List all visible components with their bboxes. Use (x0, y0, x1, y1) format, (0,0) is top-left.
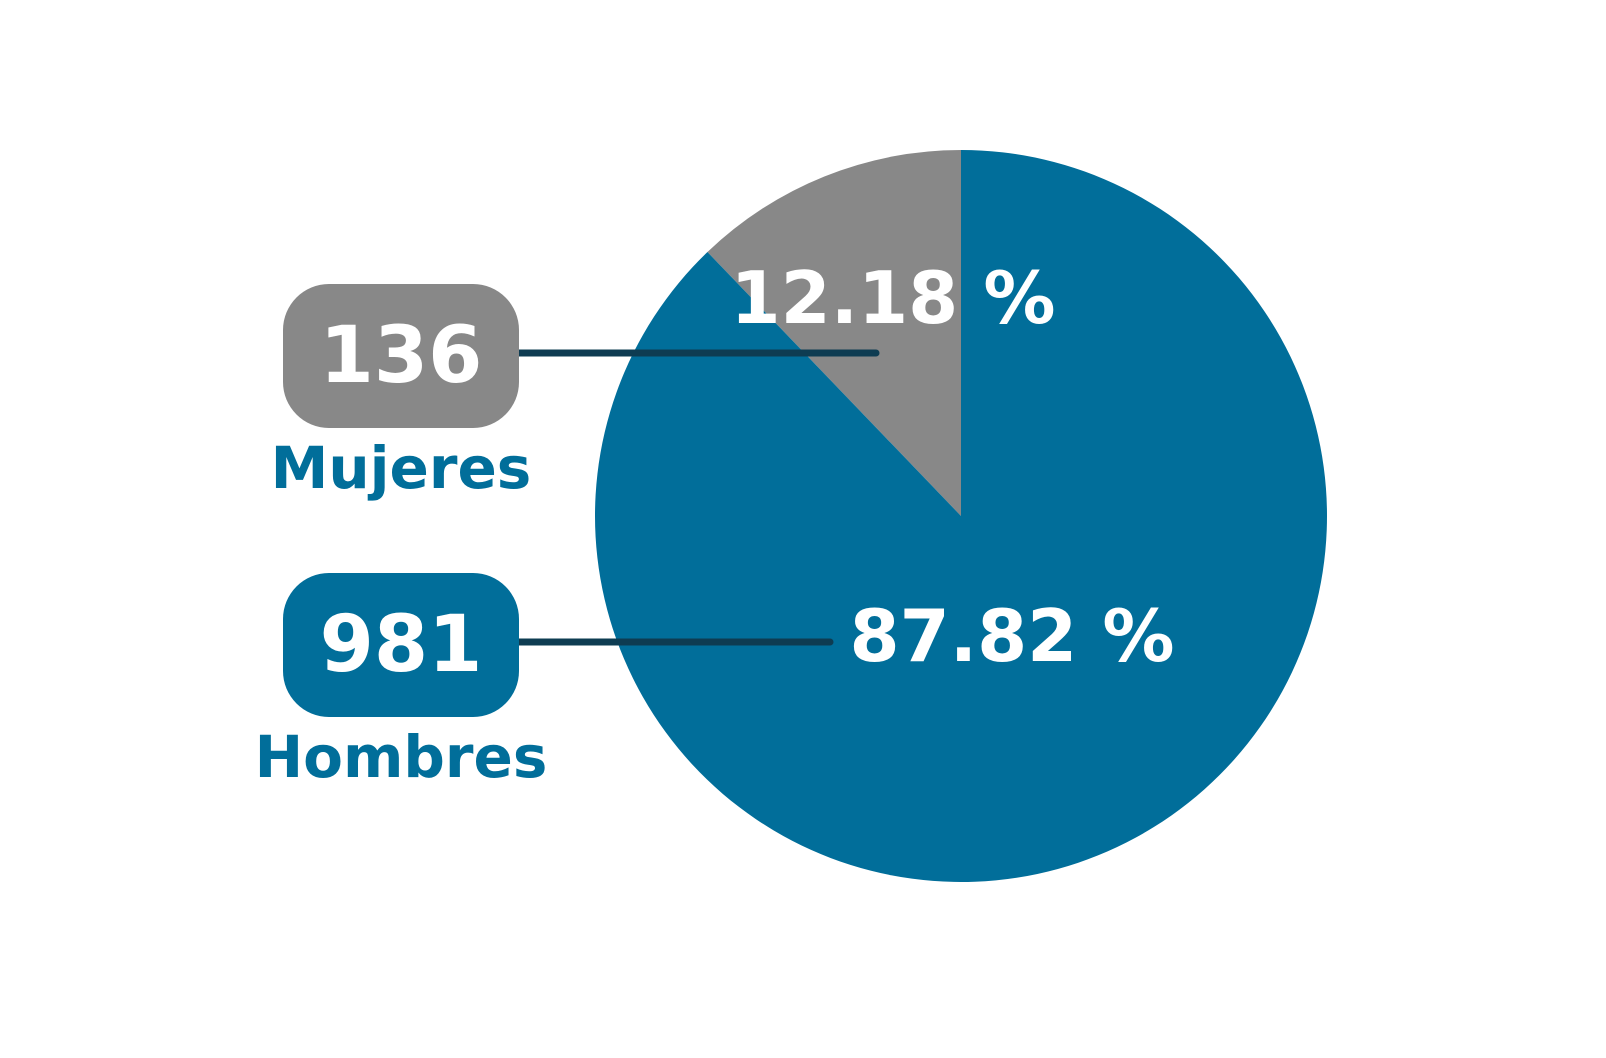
count-box (283, 573, 519, 717)
pie-slice (707, 150, 961, 516)
count-label: 981 (320, 600, 483, 690)
percent-label: 87.82 % (850, 594, 1175, 678)
percent-label: 12.18 % (731, 256, 1056, 340)
count-box (283, 284, 519, 428)
count-label: 136 (320, 311, 483, 401)
category-label: Hombres (255, 723, 548, 791)
pie-slice (595, 150, 1327, 882)
category-label: Mujeres (271, 434, 532, 502)
